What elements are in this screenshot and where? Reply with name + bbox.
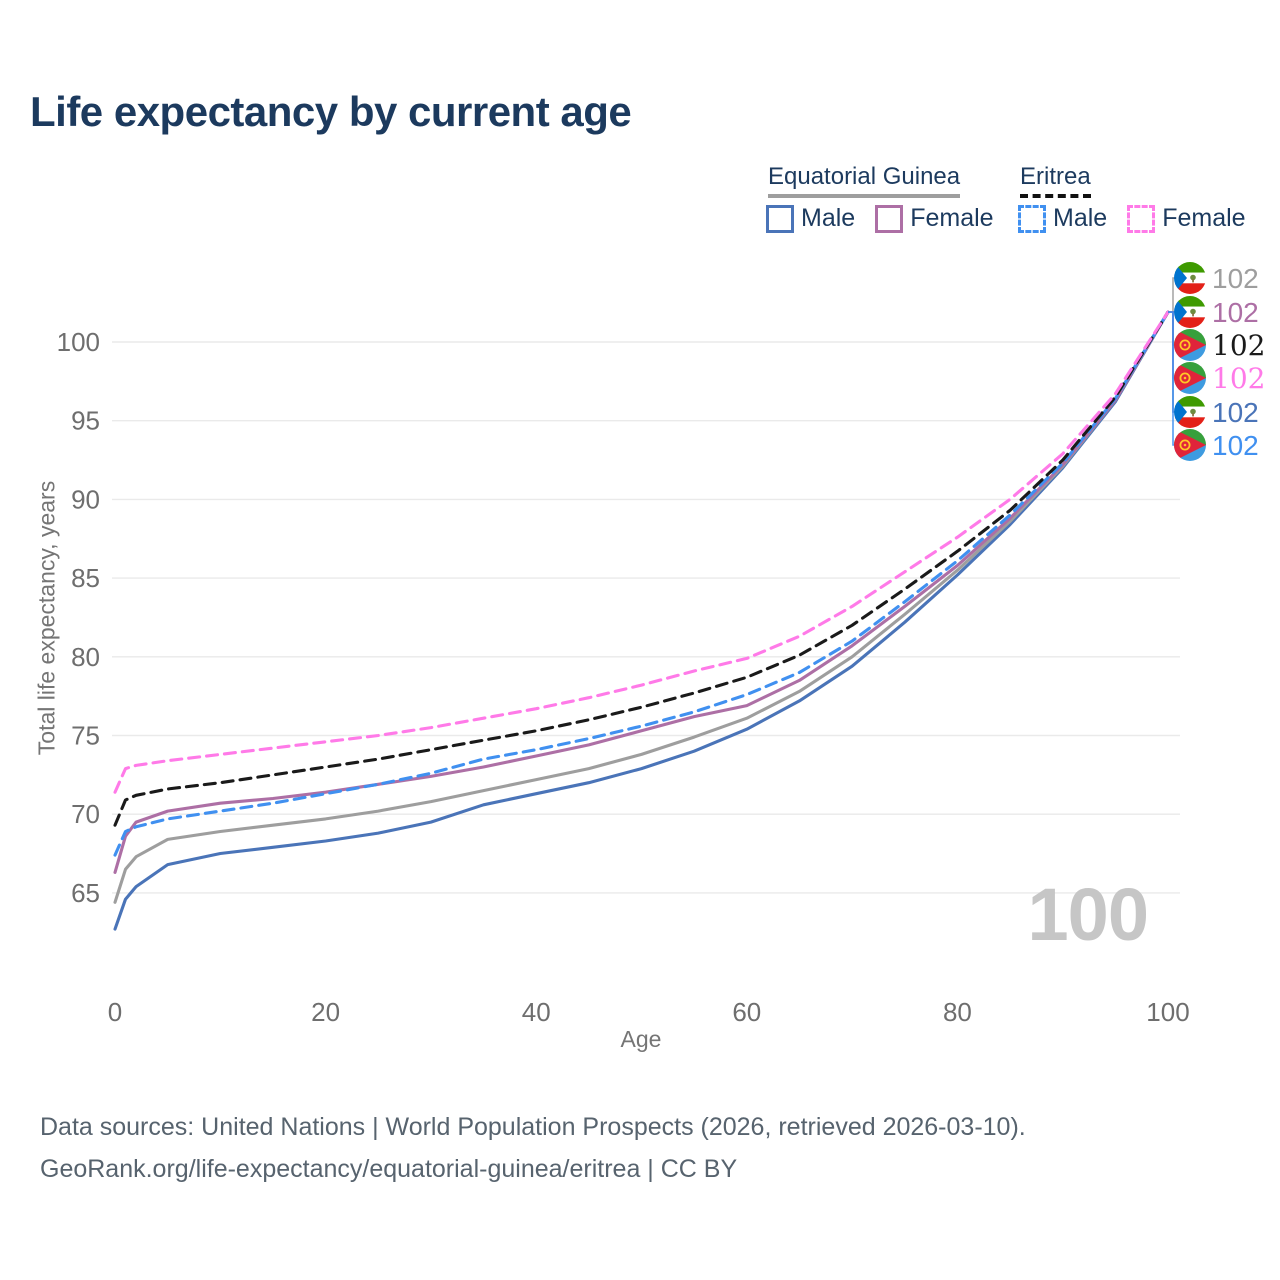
y-tick-label: 70 — [71, 799, 100, 829]
series-line — [113, 310, 1170, 874]
y-tick-label: 65 — [71, 878, 100, 908]
legend-item-gq-male[interactable]: Male — [766, 204, 855, 233]
legend-row-eritrea: Male Female — [1018, 204, 1246, 233]
equatorial-guinea-flag-icon — [1174, 396, 1206, 428]
x-tick-label: 80 — [943, 997, 972, 1027]
legend-group-eritrea[interactable]: Eritrea — [1020, 163, 1091, 198]
eritrea-flag-icon — [1174, 429, 1206, 461]
y-tick-label: 75 — [71, 721, 100, 751]
series-line — [113, 310, 1170, 857]
x-tick-label: 0 — [108, 997, 122, 1027]
x-tick-label: 100 — [1146, 997, 1189, 1027]
end-value-label: 102 — [1212, 430, 1259, 461]
age-watermark: 100 — [1027, 873, 1149, 956]
series-line — [113, 310, 1170, 931]
eritrea-flag-icon — [1174, 329, 1206, 361]
y-tick-label: 85 — [71, 563, 100, 593]
y-tick-label: 80 — [71, 642, 100, 672]
series-line — [113, 310, 1170, 827]
eritrea-flag-icon — [1174, 362, 1206, 394]
y-tick-label: 95 — [71, 406, 100, 436]
legend-item-er-male[interactable]: Male — [1018, 204, 1107, 233]
end-value-label: 102 — [1212, 362, 1265, 395]
end-value-label: 102 — [1212, 297, 1259, 328]
page-title: Life expectancy by current age — [30, 88, 632, 135]
legend-item-label: Female — [1162, 204, 1246, 232]
gq-female-swatch-icon — [875, 204, 904, 233]
legend-item-er-female[interactable]: Female — [1127, 204, 1246, 233]
x-axis-title: Age — [620, 1026, 662, 1052]
legend-group-equatorial-guinea[interactable]: Equatorial Guinea — [768, 163, 961, 198]
legend-item-gq-female[interactable]: Female — [875, 204, 994, 233]
footer-attribution: GeoRank.org/life-expectancy/equatorial-g… — [40, 1155, 738, 1183]
er-female-swatch-icon — [1127, 204, 1156, 233]
y-tick-label: 90 — [71, 484, 100, 514]
footer-data-sources: Data sources: United Nations | World Pop… — [40, 1113, 1026, 1141]
gq-male-swatch-icon — [766, 204, 794, 233]
y-tick-label: 100 — [57, 327, 100, 357]
equatorial-guinea-flag-icon — [1174, 296, 1206, 328]
end-value-label: 102 — [1212, 263, 1259, 294]
er-male-swatch-icon — [1018, 204, 1046, 233]
end-value-label: 102 — [1212, 397, 1259, 428]
legend-item-label: Male — [1053, 204, 1108, 232]
legend-row-equatorial-guinea: Male Female — [766, 204, 994, 233]
end-label-connector — [1168, 311, 1186, 413]
end-value-label: 102 — [1212, 329, 1265, 362]
x-tick-label: 20 — [311, 997, 340, 1027]
equatorial-guinea-flag-icon — [1174, 262, 1206, 294]
series-line — [113, 310, 1170, 794]
legend-item-label: Female — [910, 204, 994, 232]
x-tick-label: 60 — [732, 997, 761, 1027]
x-tick-label: 40 — [522, 997, 551, 1027]
series-line — [113, 310, 1170, 904]
footer: Data sources: United Nations | World Pop… — [40, 1106, 1026, 1190]
legend-item-label: Male — [801, 204, 856, 232]
